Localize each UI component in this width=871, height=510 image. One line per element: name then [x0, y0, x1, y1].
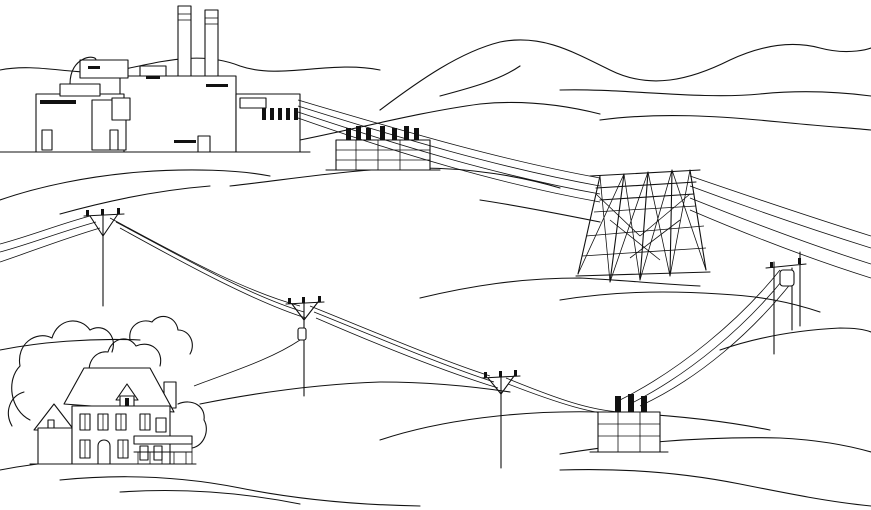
transmission-lines	[298, 100, 871, 278]
trees	[8, 316, 206, 448]
substation-insulators	[615, 394, 647, 412]
utility-pole-1	[84, 208, 124, 306]
plant-insulators	[262, 108, 298, 120]
distribution-substation	[590, 394, 668, 452]
house-door	[98, 440, 110, 464]
house	[30, 368, 196, 464]
smokestack-left	[178, 6, 191, 76]
step-up-substation	[326, 126, 440, 170]
house-window	[48, 420, 54, 428]
power-plant	[0, 6, 310, 152]
plant-main-building	[120, 76, 236, 152]
transmission-tower	[576, 170, 710, 282]
utility-pole-2	[286, 296, 324, 396]
utility-pole-3	[482, 370, 520, 468]
distribution-poles	[84, 208, 806, 468]
plant-windows	[40, 66, 228, 143]
mountains	[0, 40, 871, 140]
distribution-lines	[0, 216, 792, 416]
smokestack-right	[205, 10, 218, 76]
pole-transformer	[766, 252, 806, 354]
